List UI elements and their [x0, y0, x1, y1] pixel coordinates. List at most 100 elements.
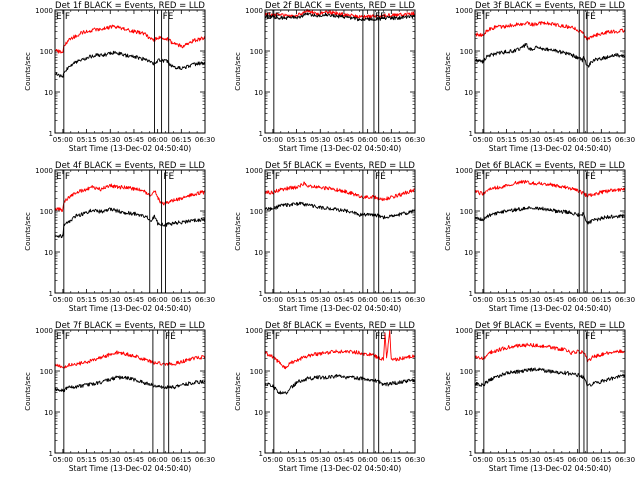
lld-series-line: [474, 21, 626, 41]
x-tick-label: 06:15: [591, 456, 611, 464]
x-tick-label: 05:45: [544, 296, 564, 304]
events-series-line: [54, 50, 206, 78]
events-series-line: [264, 12, 416, 22]
x-axis-label: Start Time (13-Dec-02 04:50:40): [489, 464, 611, 473]
y-tick-label: 10: [464, 89, 473, 97]
y-axis-label: Counts/sec: [444, 372, 452, 411]
x-tick-label: 05:15: [76, 296, 96, 304]
x-tick-label: 05:15: [76, 136, 96, 144]
x-tick-label: 05:30: [520, 456, 540, 464]
panel-title: Det 8f BLACK = Events, RED = LLD: [265, 321, 415, 331]
panel-title: Det 4f BLACK = Events, RED = LLD: [55, 161, 205, 171]
plot-frame: [54, 9, 206, 134]
y-tick-label: 1: [49, 290, 53, 298]
lld-series-line: [264, 330, 416, 370]
plot-frame: [264, 169, 416, 294]
x-tick-label: 06:00: [148, 456, 168, 464]
panel-8: Det 8f BLACK = Events, RED = LLD Counts/s…: [234, 321, 425, 473]
y-tick-label: 1000: [455, 167, 473, 175]
x-tick-label: 06:15: [171, 136, 191, 144]
lld-series-line: [54, 350, 206, 369]
y-axis-label: Counts/sec: [24, 372, 32, 411]
event-marker-label: F: [65, 332, 70, 342]
y-tick-label: 100: [460, 208, 473, 216]
x-tick-label: 05:30: [310, 136, 330, 144]
events-series-line: [54, 375, 206, 393]
y-tick-label: 10: [44, 409, 53, 417]
event-marker-label: F: [65, 172, 70, 182]
x-tick-label: 05:00: [263, 456, 283, 464]
event-marker-label: FE: [585, 12, 596, 22]
x-tick-label: 05:00: [473, 456, 493, 464]
x-tick-label: 05:45: [124, 456, 144, 464]
x-tick-label: 06:00: [568, 136, 588, 144]
x-tick-label: 05:45: [334, 296, 354, 304]
event-marker-label: E: [56, 12, 62, 22]
plot-frame: [474, 329, 626, 454]
events-series-line: [264, 374, 416, 395]
y-tick-label: 1000: [455, 327, 473, 335]
x-tick-label: 05:15: [76, 456, 96, 464]
event-marker-label: E: [476, 12, 482, 22]
plot-frame: [54, 329, 206, 454]
x-axis-label: Start Time (13-Dec-02 04:50:40): [69, 304, 191, 313]
event-marker-label: E: [266, 332, 272, 342]
x-tick-label: 05:00: [473, 136, 493, 144]
y-tick-label: 10: [44, 249, 53, 257]
x-tick-label: 05:30: [310, 456, 330, 464]
event-marker-label: F: [485, 332, 490, 342]
panel-title: Det 9f BLACK = Events, RED = LLD: [475, 321, 625, 331]
y-tick-label: 1: [469, 130, 473, 138]
plot-frame: [474, 9, 626, 134]
x-tick-label: 05:30: [100, 136, 120, 144]
plot-frame: [264, 9, 416, 134]
x-tick-label: 05:45: [334, 136, 354, 144]
x-tick-label: 06:15: [171, 296, 191, 304]
event-marker-label: F: [275, 332, 280, 342]
panel-title: Det 1f BLACK = Events, RED = LLD: [55, 1, 205, 11]
x-tick-label: 05:00: [263, 296, 283, 304]
y-axis-label: Counts/sec: [24, 52, 32, 91]
x-tick-label: 06:15: [381, 456, 401, 464]
y-tick-label: 100: [40, 368, 53, 376]
y-tick-label: 100: [40, 48, 53, 56]
panel-title: Det 7f BLACK = Events, RED = LLD: [55, 321, 205, 331]
x-tick-label: 06:30: [405, 456, 425, 464]
events-series-line: [264, 201, 416, 220]
x-tick-label: 06:00: [568, 296, 588, 304]
y-tick-label: 1000: [245, 7, 263, 15]
x-tick-label: 05:15: [496, 296, 516, 304]
x-tick-label: 06:00: [358, 136, 378, 144]
event-marker-label: E: [56, 172, 62, 182]
event-marker-label: F: [275, 172, 280, 182]
y-tick-label: 100: [40, 208, 53, 216]
event-marker-label: F: [65, 12, 70, 22]
x-tick-label: 06:30: [615, 136, 635, 144]
event-marker-label: FE: [165, 332, 176, 342]
y-tick-label: 100: [460, 368, 473, 376]
panel-6: Det 6f BLACK = Events, RED = LLD Counts/s…: [444, 161, 635, 313]
x-tick-label: 05:45: [124, 136, 144, 144]
y-axis-label: Counts/sec: [234, 212, 242, 251]
event-marker-label: FE: [375, 12, 386, 22]
lld-series-line: [264, 181, 416, 202]
panel-1: Det 1f BLACK = Events, RED = LLD Counts/s…: [24, 1, 215, 153]
event-marker-label: FE: [375, 332, 386, 342]
x-axis-label: Start Time (13-Dec-02 04:50:40): [489, 144, 611, 153]
x-tick-label: 06:30: [405, 136, 425, 144]
y-tick-label: 1: [259, 290, 263, 298]
lld-series-line: [54, 183, 206, 213]
x-tick-label: 05:00: [53, 136, 73, 144]
y-tick-label: 100: [250, 48, 263, 56]
y-tick-label: 1000: [245, 167, 263, 175]
y-tick-label: 100: [250, 208, 263, 216]
x-tick-label: 06:15: [381, 296, 401, 304]
y-tick-label: 1: [49, 130, 53, 138]
y-tick-label: 1000: [35, 327, 53, 335]
x-tick-label: 06:00: [148, 296, 168, 304]
event-marker-label: FE: [585, 172, 596, 182]
x-axis-label: Start Time (13-Dec-02 04:50:40): [489, 304, 611, 313]
x-axis-label: Start Time (13-Dec-02 04:50:40): [69, 464, 191, 473]
x-tick-label: 05:45: [544, 136, 564, 144]
y-tick-label: 1: [469, 290, 473, 298]
